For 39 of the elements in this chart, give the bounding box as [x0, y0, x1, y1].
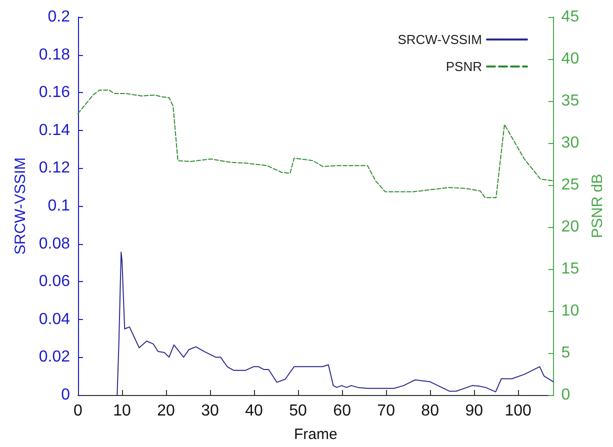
y2-tick-label: 25 — [561, 176, 580, 194]
x-tick-label: 0 — [74, 402, 83, 420]
y-tick-label: 0.04 — [38, 310, 70, 328]
y-tick-label: 0.06 — [38, 273, 70, 290]
y2-tick-label: 0 — [561, 386, 570, 404]
y2-tick-label: 20 — [561, 218, 580, 236]
y2-tick-label: 15 — [561, 260, 580, 278]
x-tick-label: 70 — [377, 402, 396, 420]
x-tick-label: 10 — [113, 402, 132, 420]
x-tick-label: 20 — [157, 402, 176, 420]
y-tick-label: 0.1 — [48, 198, 70, 214]
x-tick-label: 50 — [289, 402, 308, 420]
y-tick-label: 0.14 — [38, 122, 70, 139]
x-tick-label: 30 — [201, 402, 220, 420]
y2-tick-label: 5 — [561, 344, 570, 362]
x-axis-title: Frame — [294, 426, 338, 443]
y2-axis-title: PSNR dB — [589, 174, 606, 238]
y-tick-label: 0.08 — [38, 235, 70, 252]
y-tick-label: 0 — [61, 386, 70, 404]
legend-label: PSNR — [446, 59, 482, 74]
y2-tick-label: 30 — [561, 134, 580, 152]
legend-label: SRCW-VSSIM — [398, 32, 482, 47]
y-tick-label: 0.16 — [38, 84, 70, 102]
y2-tick-label: 10 — [561, 302, 580, 320]
y-tick-label: 0.18 — [38, 46, 70, 64]
x-tick-label: 40 — [245, 402, 264, 420]
line-series — [116, 252, 554, 396]
x-tick-label: 90 — [465, 402, 484, 420]
y-tick-label: 0.2 — [48, 8, 70, 26]
y2-tick-label: 45 — [561, 8, 580, 26]
line-series — [78, 90, 554, 198]
y-tick-label: 0.02 — [38, 348, 70, 366]
y2-tick-label: 40 — [561, 50, 580, 68]
x-tick-label: 60 — [333, 402, 352, 420]
x-tick-label: 100 — [504, 402, 532, 420]
y2-tick-label: 35 — [561, 92, 580, 110]
y-tick-label: 0.12 — [38, 160, 70, 177]
x-tick-label: 80 — [421, 402, 440, 420]
y-axis-title: SRCW-VSSIM — [12, 157, 29, 255]
